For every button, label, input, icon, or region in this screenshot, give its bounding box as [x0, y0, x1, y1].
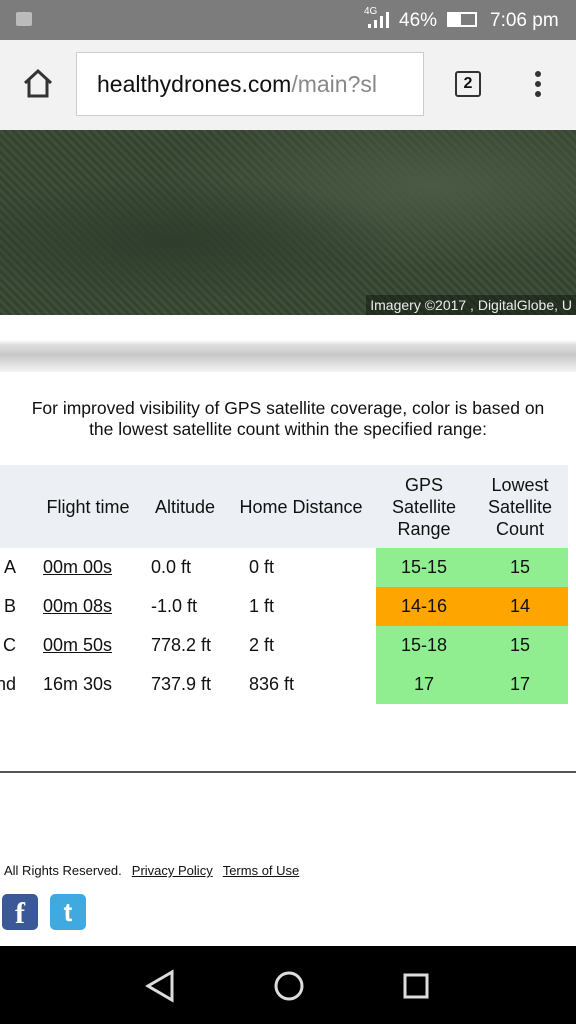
map-attribution: Imagery ©2017 , DigitalGlobe, U: [366, 295, 576, 315]
home-distance: 1 ft: [249, 596, 275, 616]
nav-buttons[interactable]: [140, 968, 440, 1004]
rights-text: All Rights Reserved.: [4, 863, 122, 878]
clock: 7:06 pm: [490, 10, 559, 31]
intro-text: For improved visibility of GPS satellite…: [31, 398, 545, 439]
column-header: Flight time: [38, 465, 138, 548]
satellite-count: 14: [509, 596, 531, 616]
url-bar[interactable]: healthydrones.com/main?sl: [76, 52, 424, 116]
flight-time[interactable]: 00m 00s: [43, 557, 113, 577]
browser-toolbar: healthydrones.com/main?sl 2: [0, 40, 576, 130]
satellite-range: 14-16: [400, 596, 448, 616]
status-cell: [376, 548, 568, 587]
battery-icon: [447, 12, 477, 27]
status-cell: [376, 665, 568, 704]
header-text: Altitude: [154, 496, 216, 517]
home-distance: 0 ft: [249, 557, 275, 577]
divider-shadow: [0, 315, 576, 372]
satellite-map: Imagery ©2017 , DigitalGlobe, U: [0, 130, 576, 315]
status-cell: [376, 587, 568, 626]
home-button[interactable]: [22, 68, 54, 100]
url-host: healthydrones.com: [97, 71, 292, 97]
terms-link[interactable]: Terms of Use: [222, 863, 300, 878]
table-header: [0, 465, 568, 548]
altitude: 0.0 ft: [151, 557, 192, 577]
header-text: Home Distance: [239, 496, 363, 517]
column-header: Lowest Satellite Count: [472, 465, 568, 548]
column-header: GPS Satellite Range: [376, 465, 472, 548]
satellite-count: 17: [509, 674, 531, 694]
status-cell: [376, 626, 568, 665]
satellite-count: 15: [509, 635, 531, 655]
url-path: /main?sl: [291, 71, 377, 97]
home-distance: 2 ft: [249, 635, 275, 655]
footer-rule: [0, 771, 576, 773]
flight-time[interactable]: 00m 50s: [43, 635, 113, 655]
header-text: Flight time: [46, 496, 130, 517]
notification-icon: [16, 12, 32, 26]
status-bar: 4G 46% 7:06 pm: [0, 0, 576, 40]
column-header: Altitude: [146, 465, 224, 548]
flight-time[interactable]: 00m 08s: [43, 596, 113, 616]
altitude: -1.0 ft: [151, 596, 198, 616]
summary-table: Flight time Altitude Home Distance GPS Sate…: [0, 465, 576, 705]
privacy-link[interactable]: Privacy Policy: [131, 863, 213, 878]
row-label: A: [3, 557, 16, 577]
footer: All Rights Reserved. Privacy Policy Terms …: [4, 863, 299, 878]
flight-time: 16m 30s: [43, 674, 113, 694]
signal-icon: [368, 12, 389, 28]
header-text: Lowest Satellite Count: [487, 474, 553, 539]
row-label: B: [3, 596, 16, 616]
home-distance: 836 ft: [249, 674, 295, 694]
column-header: Home Distance: [230, 465, 372, 548]
battery: 46%: [399, 10, 438, 31]
satellite-count: 15: [509, 557, 531, 577]
network: 4G: [364, 6, 378, 17]
nav-bar: [0, 946, 576, 1024]
menu-button[interactable]: [532, 70, 544, 100]
satellite-range: 15-15: [400, 557, 448, 577]
row-label: C: [3, 635, 16, 655]
header-text: GPS Satellite Range: [391, 474, 457, 539]
satellite-range: 17: [413, 674, 435, 694]
altitude: 737.9 ft: [151, 674, 212, 694]
tab-count[interactable]: 2: [455, 71, 481, 97]
satellite-range: 15-18: [400, 635, 448, 655]
twitter-icon[interactable]: t: [50, 894, 86, 930]
row-label: End: [0, 674, 16, 694]
facebook-icon[interactable]: f: [2, 894, 38, 930]
altitude: 778.2 ft: [151, 635, 212, 655]
